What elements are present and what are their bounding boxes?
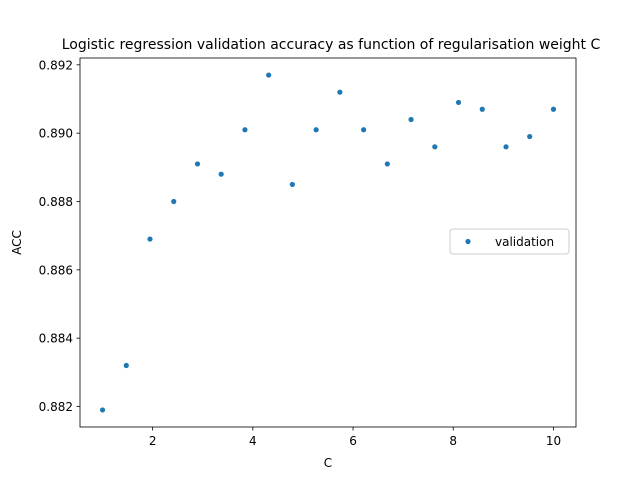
data-point — [384, 161, 390, 167]
y-tick-label: 0.886 — [39, 263, 73, 277]
chart-title: Logistic regression validation accuracy … — [62, 37, 601, 53]
y-axis-label: ACC — [10, 230, 24, 255]
data-point — [289, 181, 295, 188]
data-point — [242, 127, 248, 133]
x-tick-label: 2 — [149, 434, 157, 448]
data-point — [479, 106, 485, 112]
data-point — [171, 198, 177, 205]
x-axis-label: C — [324, 456, 332, 470]
data-point — [337, 89, 343, 95]
legend-box — [449, 228, 570, 255]
y-tick-label: 0.890 — [39, 127, 73, 141]
data-point — [432, 144, 438, 150]
data-point — [194, 161, 201, 167]
data-point — [503, 144, 509, 150]
data-point — [455, 99, 462, 106]
x-tick-label: 4 — [249, 434, 257, 448]
data-point — [218, 171, 224, 177]
legend-label: validation — [495, 235, 554, 249]
x-tick-label: 10 — [546, 434, 561, 448]
data-point — [99, 407, 106, 413]
legend-marker — [465, 238, 471, 245]
data-point — [527, 133, 533, 140]
x-tick-label: 8 — [449, 434, 457, 448]
y-tick-label: 0.882 — [39, 400, 73, 414]
plot-frame — [79, 57, 577, 428]
data-point — [408, 116, 414, 123]
data-point — [361, 127, 367, 133]
tick-group: 2 4 6 8 10 0.882 0.884 0.886 0.888 0.890 0.892 — [39, 58, 561, 448]
legend: validation — [449, 228, 570, 255]
data-point — [550, 106, 557, 112]
data-point — [266, 72, 272, 78]
data-point — [123, 362, 129, 369]
y-tick-label: 0.884 — [39, 332, 73, 346]
data-point — [313, 127, 319, 133]
data-point — [147, 236, 153, 242]
y-tick-label: 0.888 — [39, 195, 73, 209]
data-points — [99, 72, 557, 413]
y-tick-label: 0.892 — [39, 58, 73, 72]
x-tick-label: 6 — [349, 434, 357, 448]
